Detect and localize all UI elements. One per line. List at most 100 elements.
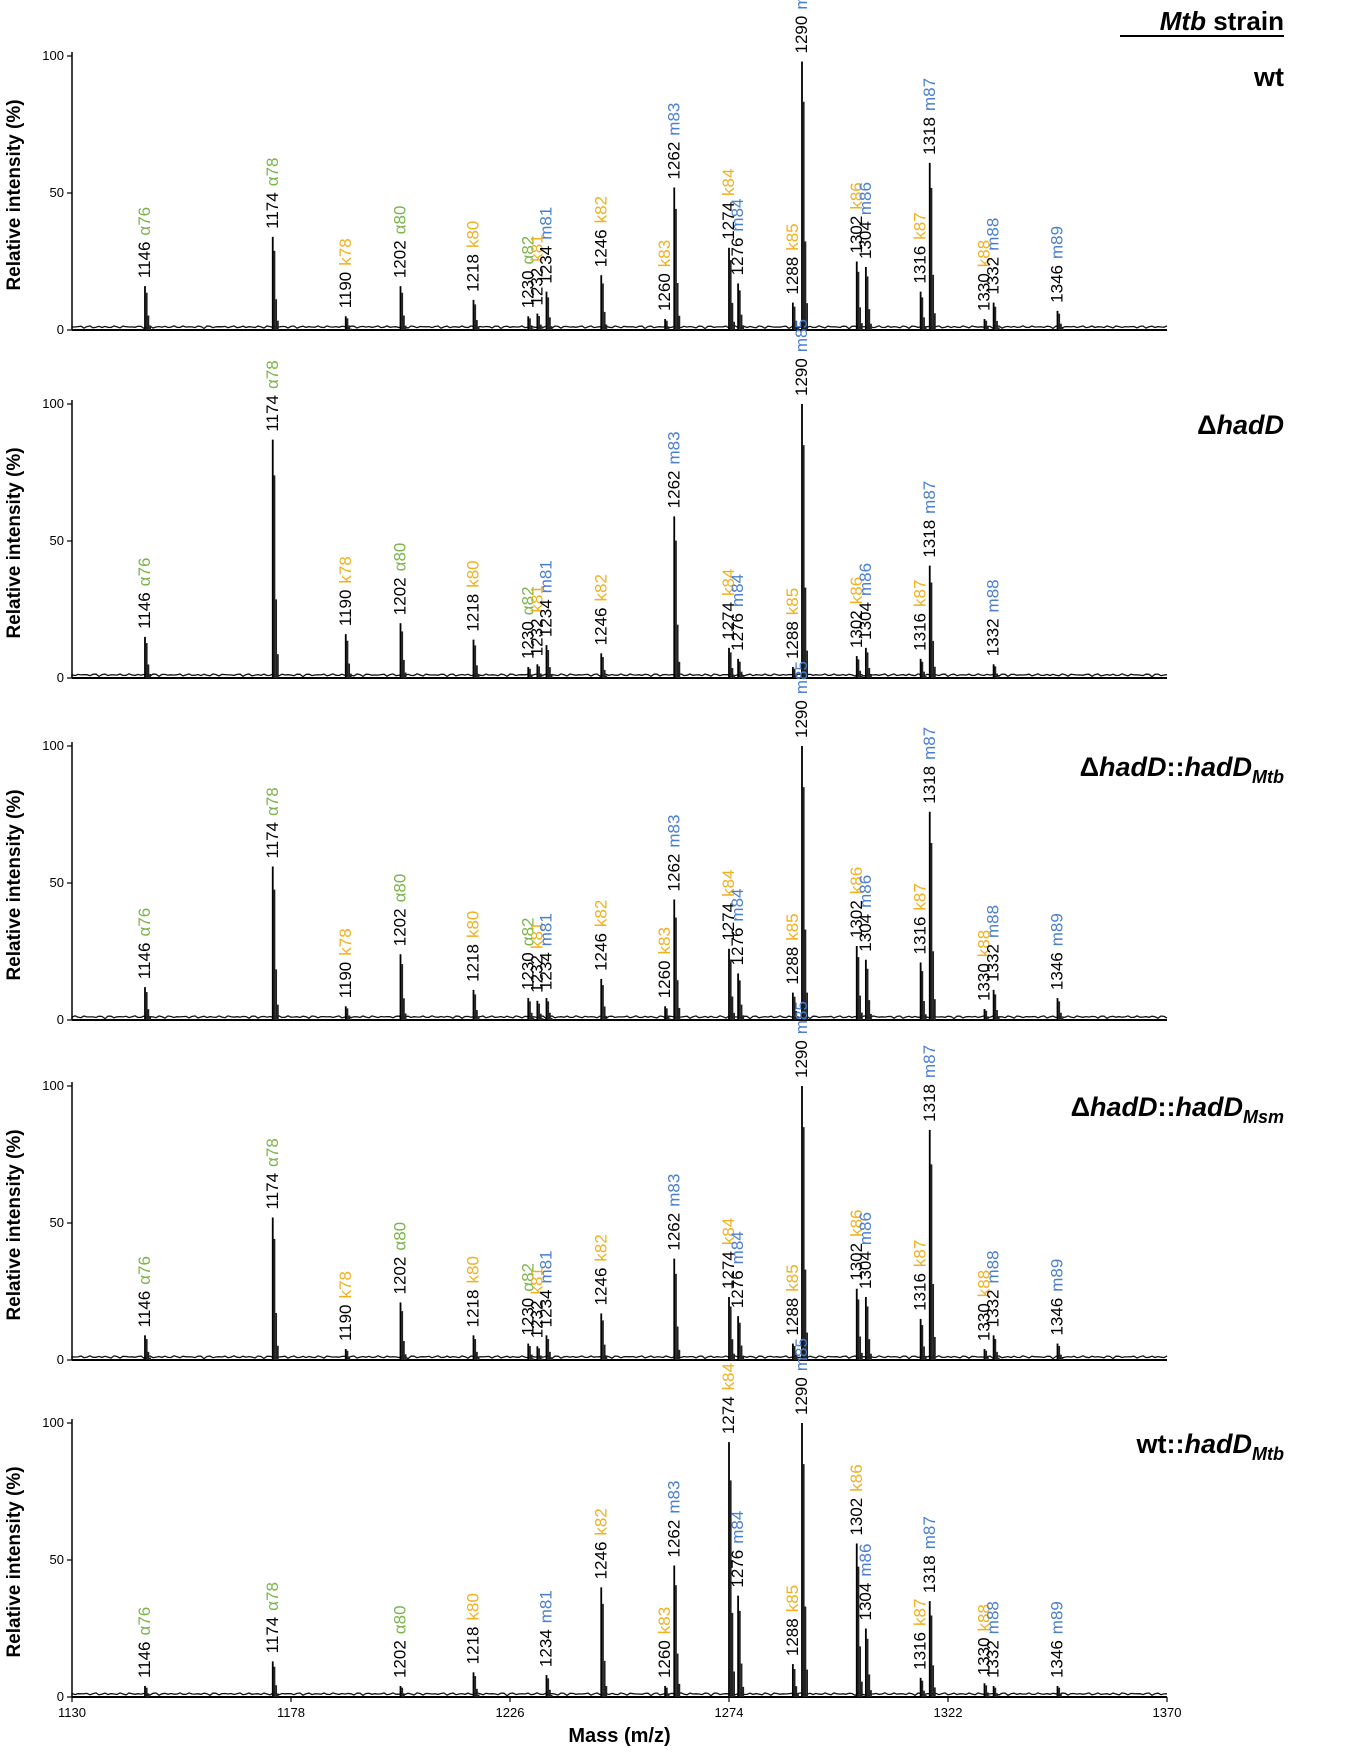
peak-label: 1316k87 — [911, 1240, 930, 1311]
strain-label: ΔhadD::hadDMtb — [1080, 752, 1284, 787]
peak-label: 1332m88 — [984, 1601, 1003, 1678]
peak-label: 1234m81 — [537, 1250, 556, 1327]
y-tick-label: 50 — [50, 1215, 64, 1230]
peak-label: 1332m88 — [984, 1250, 1003, 1327]
y-axis-label: Relative intensity (%) — [4, 1466, 25, 1657]
peak-label: 1190k78 — [336, 928, 355, 998]
peak-label: 1302k86 — [847, 577, 866, 648]
spectrum-panel: 0 50 100 Relative intensity (%) 1146α76 1174α… — [4, 319, 1284, 685]
peak-label: 1316k87 — [911, 883, 930, 954]
peak-label: 1276m84 — [728, 1231, 747, 1308]
peak-label: 1146α76 — [135, 1607, 154, 1678]
peak-label: 1260k83 — [655, 1607, 674, 1678]
y-tick-label: 100 — [42, 48, 64, 63]
peak-label: 1346m89 — [1048, 1259, 1067, 1336]
spectrum-panel: 0 50 100 Relative intensity (%) 1146α76 1174α… — [4, 1338, 1284, 1704]
y-tick-label: 50 — [50, 185, 64, 200]
peak-label: 1262m83 — [664, 1174, 683, 1251]
peak-label: 1146α76 — [135, 558, 154, 629]
peak-label: 1346m89 — [1048, 226, 1067, 303]
peak-label: 1260k83 — [655, 927, 674, 998]
peak-label: 1276m84 — [728, 199, 747, 276]
y-tick-label: 50 — [50, 533, 64, 548]
x-tick-label: 1130 — [58, 1705, 86, 1720]
peak-label: 1288k85 — [783, 588, 802, 659]
peak-label: 1288k85 — [783, 1585, 802, 1656]
x-tick-label: 1226 — [496, 1705, 525, 1720]
spectrum-panel: 0 50 100 Relative intensity (%) 1146α76 1174α… — [4, 1001, 1284, 1367]
baseline-noise — [71, 1355, 1168, 1360]
peak-label: 1262m83 — [664, 103, 683, 180]
y-axis-label: Relative intensity (%) — [4, 789, 25, 980]
peak-label: 1288k85 — [783, 913, 802, 984]
peak-label: 1232k81 — [527, 585, 546, 656]
peak-label: 1302k86 — [847, 182, 866, 253]
peak-label: 1260k83 — [655, 240, 674, 311]
peak-label: 1290m85 — [792, 1338, 811, 1415]
peak-label: 1174α78 — [263, 1582, 282, 1653]
peak-label: 1290m85 — [792, 661, 811, 738]
peak-label: 1174α78 — [263, 360, 282, 431]
peak-label: 1288k85 — [783, 223, 802, 294]
peak-label: 1174α78 — [263, 787, 282, 858]
peak-label: 1304m86 — [856, 1212, 875, 1289]
peak-label: 1246k82 — [591, 1234, 610, 1305]
peak-label: 1288k85 — [783, 1264, 802, 1335]
baseline-noise — [71, 325, 1168, 330]
strain-label: wt — [1253, 62, 1284, 92]
y-tick-label: 100 — [42, 738, 64, 753]
peak-label: 1202α80 — [391, 206, 410, 279]
peak-label: 1190k78 — [336, 238, 355, 308]
peak-label: 1316k87 — [911, 212, 930, 283]
peak-label: 1230α82 — [518, 918, 537, 991]
peak-label: 1218k80 — [464, 1256, 483, 1327]
peak-label: 1234m81 — [537, 913, 556, 990]
y-tick-label: 50 — [50, 1552, 64, 1567]
peak-label: 1202α80 — [391, 1222, 410, 1295]
peak-label: 1330k88 — [975, 1270, 994, 1341]
peak-label: 1232k81 — [527, 922, 546, 993]
baseline-noise — [71, 673, 1168, 678]
peak-label: 1230α82 — [518, 236, 537, 309]
peak-label: 1274k84 — [719, 1363, 738, 1434]
peak-label: 1230α82 — [518, 586, 537, 659]
peak-label: 1146α76 — [135, 207, 154, 278]
peak-label: 1202α80 — [391, 874, 410, 947]
peak-label: 1304m86 — [856, 563, 875, 640]
peak-label: 1304m86 — [856, 1544, 875, 1621]
peak-label: 1146α76 — [135, 908, 154, 979]
peak-label: 1332m88 — [984, 905, 1003, 982]
y-axis-label: Relative intensity (%) — [4, 447, 25, 638]
y-tick-label: 100 — [42, 1078, 64, 1093]
y-tick-label: 0 — [57, 670, 64, 685]
y-axis-label: Relative intensity (%) — [4, 99, 25, 290]
peak-label: 1332m88 — [984, 218, 1003, 295]
peak-label: 1234m81 — [537, 207, 556, 284]
peak-label: 1202α80 — [391, 543, 410, 616]
peak-label: 1146α76 — [135, 1256, 154, 1327]
peak-label: 1274k84 — [719, 1218, 738, 1289]
peak-label: 1290m85 — [792, 0, 811, 53]
spectrum-panel: 0 50 100 Relative intensity (%) 1146α76 1174α… — [4, 0, 1284, 337]
peak-label: 1316k87 — [911, 580, 930, 651]
peak-label: 1330k88 — [975, 1604, 994, 1675]
figure-header: Mtb strain — [1160, 6, 1284, 36]
peak-label: 1262m83 — [664, 1481, 683, 1558]
peak-label: 1316k87 — [911, 1599, 930, 1670]
peak-label: 1330k88 — [975, 240, 994, 311]
peak-label: 1174α78 — [263, 158, 282, 229]
peak-label: 1304m86 — [856, 875, 875, 952]
peak-label: 1218k80 — [464, 1593, 483, 1664]
peak-label: 1318m87 — [920, 481, 939, 558]
peak-label: 1232k81 — [527, 1267, 546, 1338]
peak-label: 1318m87 — [920, 78, 939, 155]
y-tick-label: 100 — [42, 396, 64, 411]
baseline-noise — [71, 1015, 1168, 1020]
y-tick-label: 0 — [57, 1689, 64, 1704]
peak-label: 1246k82 — [591, 1508, 610, 1579]
peak-label: 1332m88 — [984, 579, 1003, 656]
peak-label: 1290m85 — [792, 319, 811, 396]
peak-label: 1346m89 — [1048, 913, 1067, 990]
peak-label: 1290m85 — [792, 1001, 811, 1078]
peak-label: 1318m87 — [920, 1516, 939, 1593]
